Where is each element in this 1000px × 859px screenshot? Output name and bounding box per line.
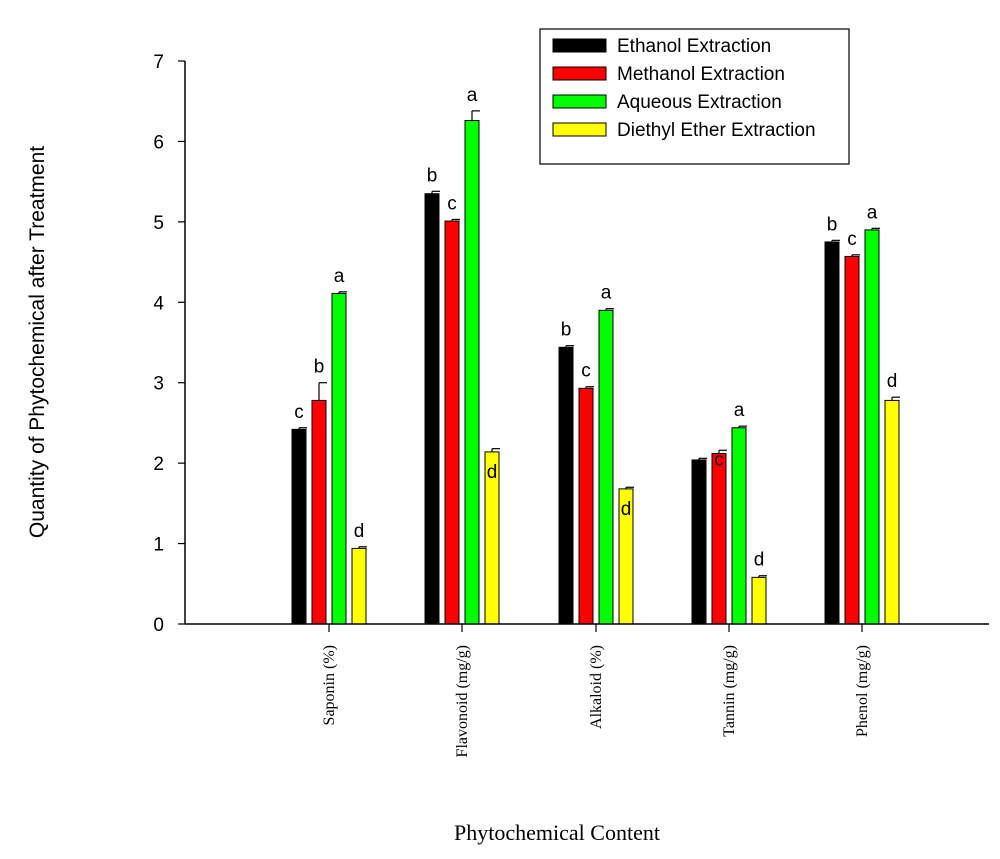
significance-letter: b bbox=[427, 165, 438, 186]
x-tick-label: Saponin (%) bbox=[321, 645, 338, 725]
axes-layer bbox=[184, 61, 989, 625]
y-tick-label: 4 bbox=[153, 293, 164, 314]
bar bbox=[464, 120, 480, 625]
y-tick-label: 6 bbox=[153, 132, 164, 153]
y-ticks-layer: 0 1 2 3 4 5 6 7 bbox=[153, 52, 185, 636]
significance-letter: a bbox=[867, 202, 878, 223]
bar bbox=[864, 229, 880, 625]
legend-swatch bbox=[552, 94, 607, 109]
x-ticks-layer: Saponin (%) Flavonoid (mg/g) Alkaloid (%) T… bbox=[321, 624, 871, 757]
bar bbox=[351, 547, 367, 625]
significance-letter: c bbox=[581, 361, 591, 382]
legend-swatch bbox=[552, 122, 607, 137]
significance-letter: d bbox=[621, 499, 632, 520]
legend-label: Methanol Extraction bbox=[617, 64, 785, 85]
significance-letter: c bbox=[714, 449, 724, 470]
x-axis-title: Phytochemical Content bbox=[454, 820, 660, 845]
y-tick-label: 2 bbox=[153, 454, 164, 475]
legend-swatch bbox=[552, 38, 607, 53]
significance-letter: b bbox=[561, 320, 572, 341]
x-tick-label: Phenol (mg/g) bbox=[854, 645, 871, 737]
significance-letter: d bbox=[354, 521, 365, 542]
significance-letter: d bbox=[754, 550, 765, 571]
significance-letter: d bbox=[487, 462, 498, 483]
bar bbox=[711, 452, 727, 625]
significance-letter: b bbox=[314, 357, 325, 378]
x-tick-label: Flavonoid (mg/g) bbox=[454, 645, 471, 757]
bar bbox=[311, 399, 327, 625]
bar bbox=[558, 346, 574, 625]
bar bbox=[331, 292, 347, 625]
x-tick-label: Tannin (mg/g) bbox=[721, 645, 738, 737]
bar bbox=[751, 576, 767, 625]
significance-letter: c bbox=[294, 402, 304, 423]
y-tick-label: 0 bbox=[153, 615, 164, 636]
bar bbox=[824, 241, 840, 625]
legend-label: Ethanol Extraction bbox=[617, 36, 771, 57]
bar bbox=[884, 399, 900, 625]
bars-layer bbox=[291, 110, 900, 625]
x-tick-label: Alkaloid (%) bbox=[588, 645, 605, 729]
bar bbox=[731, 427, 747, 625]
bar bbox=[578, 387, 594, 625]
y-tick-label: 5 bbox=[153, 213, 164, 234]
legend-swatch bbox=[552, 66, 607, 81]
bar bbox=[424, 193, 440, 625]
y-axis-title: Quantity of Phytochemical after Treatmen… bbox=[26, 146, 49, 538]
significance-letter: b bbox=[827, 214, 838, 235]
legend-label: Diethyl Ether Extraction bbox=[617, 120, 816, 141]
significance-letter: a bbox=[601, 283, 612, 304]
bar bbox=[291, 428, 307, 625]
legend: Ethanol Extraction Methanol Extraction Aqu… bbox=[539, 28, 850, 165]
bar bbox=[444, 220, 460, 625]
bar bbox=[691, 459, 707, 625]
y-tick-label: 3 bbox=[153, 374, 164, 395]
legend-label: Aqueous Extraction bbox=[617, 92, 782, 113]
y-tick-label: 7 bbox=[153, 52, 164, 73]
significance-letter: c bbox=[447, 193, 457, 214]
y-tick-label: 1 bbox=[153, 535, 164, 556]
significance-letter: a bbox=[334, 266, 345, 287]
significance-letter: d bbox=[887, 371, 898, 392]
bar bbox=[598, 309, 614, 625]
significance-letter: c bbox=[847, 229, 857, 250]
bar bbox=[844, 255, 860, 625]
significance-letter: a bbox=[467, 85, 478, 106]
significance-letter: a bbox=[734, 400, 745, 421]
